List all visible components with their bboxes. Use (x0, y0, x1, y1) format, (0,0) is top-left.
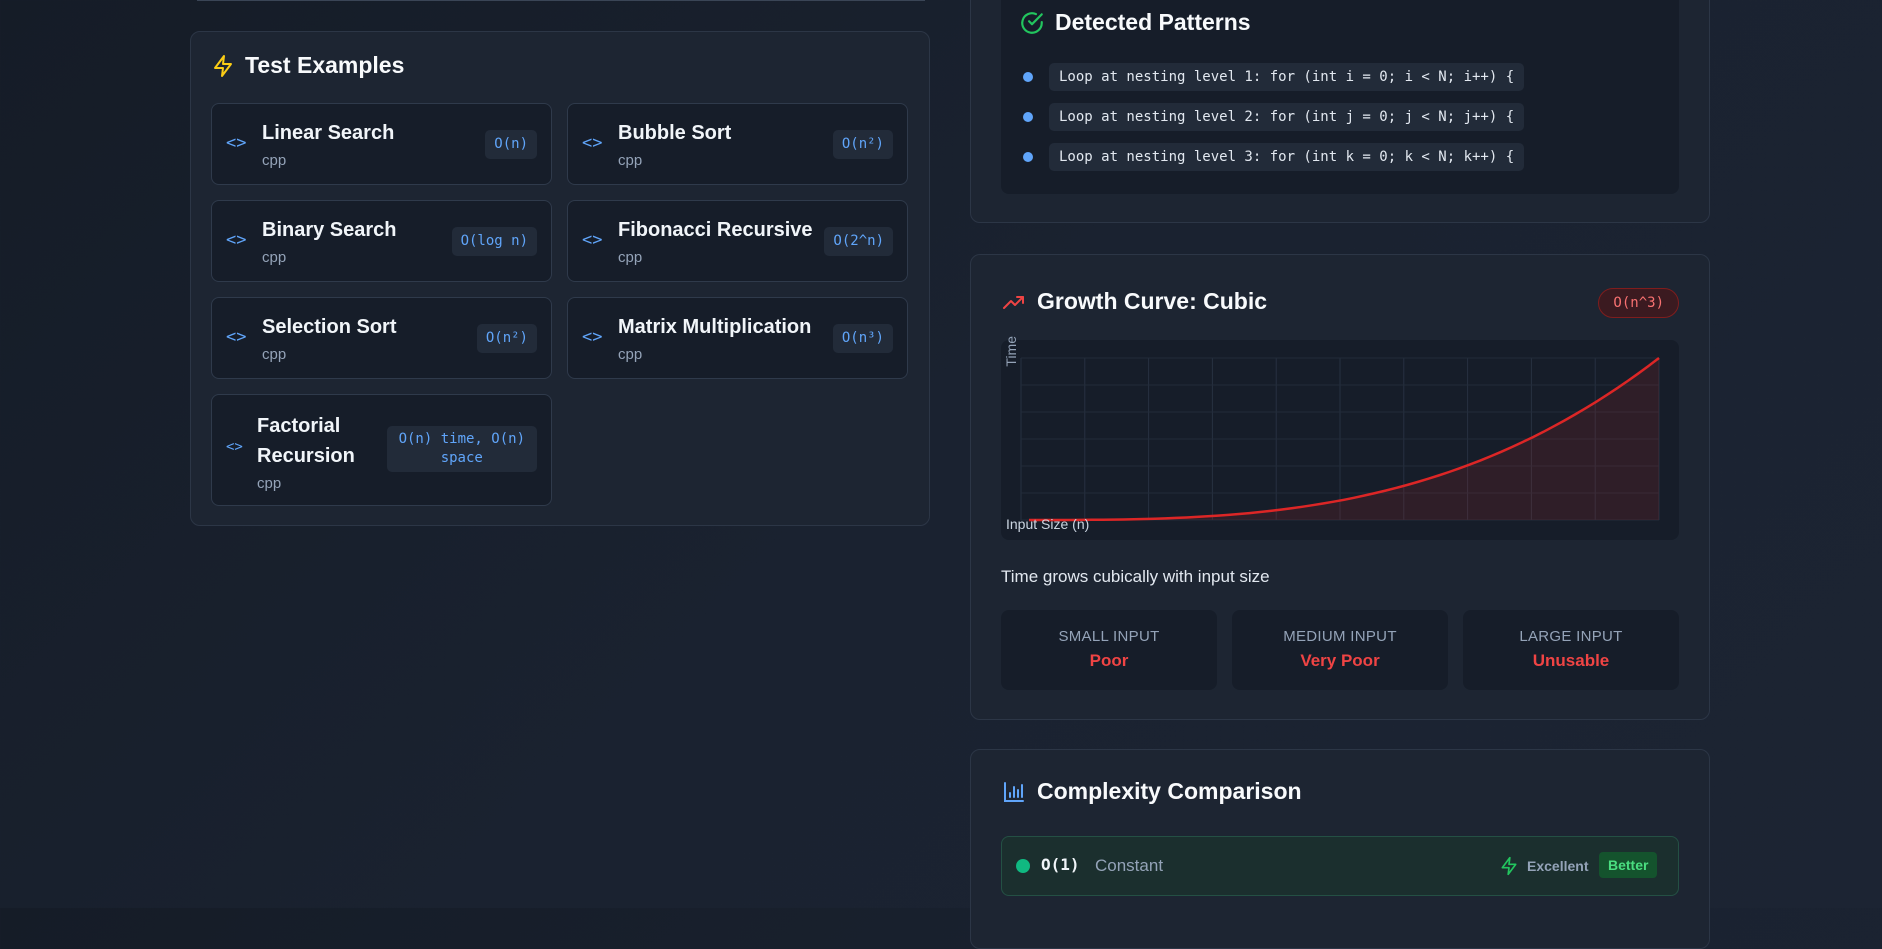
panel-title: Test Examples (245, 52, 405, 78)
detected-patterns-header: Detected Patterns (1019, 9, 1251, 36)
perf-card-large: LARGE INPUT Unusable (1463, 610, 1679, 690)
detected-patterns-panel: Detected Patterns Loop at nesting level … (970, 0, 1710, 223)
code-icon: <> (582, 327, 603, 347)
perf-card-medium: MEDIUM INPUT Very Poor (1232, 610, 1448, 690)
example-name: Binary Search (262, 219, 397, 241)
example-card-matrix-multiplication[interactable]: <> Matrix Multiplication cpp O(n³) (567, 297, 908, 379)
example-lang: cpp (618, 346, 643, 363)
example-name: Bubble Sort (618, 122, 732, 144)
complexity-badge: O(log n) (451, 227, 537, 256)
example-name: Matrix Multiplication (618, 316, 812, 338)
complexity-badge: O(n) (485, 130, 537, 159)
example-name: Selection Sort (262, 316, 397, 338)
example-name-line2: Recursion (257, 445, 355, 467)
complexity-comparison-header: Complexity Comparison (1001, 778, 1302, 805)
patterns-box: Detected Patterns Loop at nesting level … (1001, 0, 1679, 194)
complexity-comparison-panel: Complexity Comparison O(1) Constant Exce… (970, 749, 1710, 949)
code-icon: <> (226, 230, 247, 250)
complexity-line1: O(n) time, O(n) (398, 431, 525, 447)
pattern-code: Loop at nesting level 3: for (int k = 0;… (1049, 143, 1525, 171)
growth-chart: Time Input Size (n) (1001, 336, 1679, 540)
perf-label: MEDIUM INPUT (1283, 628, 1397, 645)
verdict-badge: Better (1599, 852, 1658, 878)
complexity-notation: O(1) (1041, 855, 1080, 874)
panel-title: Detected Patterns (1055, 9, 1251, 35)
example-card-selection-sort[interactable]: <> Selection Sort cpp O(n²) (211, 297, 552, 379)
example-lang: cpp (262, 152, 287, 169)
x-axis-label: Input Size (n) (1006, 516, 1090, 532)
panel-title: Complexity Comparison (1037, 778, 1302, 804)
top-divider (197, 0, 925, 1)
example-lang: cpp (262, 249, 287, 266)
growth-area (1029, 358, 1659, 520)
growth-curve-panel: Growth Curve: Cubic O(n^3) Time Input Si… (970, 254, 1710, 720)
code-icon: <> (582, 133, 603, 153)
complexity-tag: O(n^3) (1598, 288, 1679, 318)
example-lang: cpp (262, 346, 287, 363)
example-card-bubble-sort[interactable]: <> Bubble Sort cpp O(n²) (567, 103, 908, 185)
example-name: Linear Search (262, 122, 395, 144)
perf-label: LARGE INPUT (1519, 628, 1623, 645)
complexity-badge: O(n³) (832, 324, 893, 353)
complexity-name: Constant (1095, 856, 1164, 875)
code-icon: <> (226, 133, 247, 153)
growth-description: Time grows cubically with input size (1001, 567, 1270, 586)
growth-curve-line (1029, 357, 1660, 522)
panel-title: Growth Curve: Cubic (1037, 288, 1268, 314)
check-circle-icon (1021, 11, 1043, 34)
y-axis-label: Time (1003, 336, 1019, 367)
rating-text: Excellent (1527, 858, 1589, 874)
complexity-line2: space (440, 450, 483, 466)
complexity-badge: O(n²) (476, 324, 537, 353)
code-icon: <> (226, 439, 243, 455)
pattern-code: Loop at nesting level 1: for (int i = 0;… (1049, 63, 1525, 91)
bullet-dot (1023, 152, 1033, 162)
code-icon: <> (582, 230, 603, 250)
perf-value: Poor (1089, 651, 1129, 670)
test-examples-panel: Test Examples <> Linear Search cpp O(n) … (190, 31, 930, 526)
complexity-badge: O(n) time, O(n) space (386, 426, 537, 472)
bullet-dot (1023, 72, 1033, 82)
lightning-icon (214, 54, 232, 77)
comparison-row-constant[interactable]: O(1) Constant Excellent Better (1001, 836, 1679, 896)
pattern-code: Loop at nesting level 2: for (int j = 0;… (1049, 103, 1525, 131)
complexity-badge: O(2^n) (824, 227, 893, 256)
complexity-badge: O(n²) (832, 130, 893, 159)
pattern-item: Loop at nesting level 2: for (int j = 0;… (1023, 103, 1525, 131)
example-lang: cpp (618, 249, 643, 266)
lightning-icon (1501, 856, 1517, 876)
growth-chart-svg (1020, 357, 1660, 522)
code-icon: <> (226, 327, 247, 347)
example-card-linear-search[interactable]: <> Linear Search cpp O(n) (211, 103, 552, 185)
pattern-item: Loop at nesting level 3: for (int k = 0;… (1023, 143, 1525, 171)
example-card-fibonacci-recursive[interactable]: <> Fibonacci Recursive cpp O(2^n) (567, 200, 908, 282)
perf-card-small: SMALL INPUT Poor (1001, 610, 1217, 690)
example-card-factorial-recursion[interactable]: <> Factorial Recursion cpp O(n) time, O(… (211, 394, 552, 506)
perf-value: Unusable (1532, 651, 1610, 670)
perf-value: Very Poor (1300, 651, 1380, 670)
trending-up-icon (1003, 295, 1024, 309)
pattern-item: Loop at nesting level 1: for (int i = 0;… (1023, 63, 1525, 91)
example-name: Fibonacci Recursive (618, 219, 813, 241)
example-name-line1: Factorial (257, 415, 341, 437)
bar-chart-icon (1004, 781, 1024, 802)
growth-curve-header: Growth Curve: Cubic (1001, 288, 1267, 315)
perf-label: SMALL INPUT (1058, 628, 1160, 645)
example-lang: cpp (257, 475, 282, 492)
bullet-dot (1023, 112, 1033, 122)
status-dot (1016, 859, 1030, 873)
example-card-binary-search[interactable]: <> Binary Search cpp O(log n) (211, 200, 552, 282)
test-examples-header: Test Examples (211, 52, 404, 79)
example-lang: cpp (618, 152, 643, 169)
